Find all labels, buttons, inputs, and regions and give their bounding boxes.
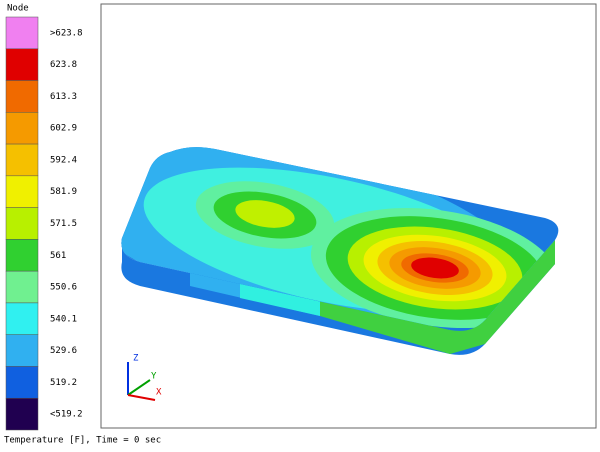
legend-swatch bbox=[6, 335, 38, 367]
axis-triad: Z Y X bbox=[128, 354, 162, 401]
legend-swatch bbox=[6, 176, 38, 208]
triad-z-label: Z bbox=[133, 354, 139, 364]
legend-swatch bbox=[6, 303, 38, 335]
caption: Temperature [F], Time = 0 sec bbox=[4, 436, 161, 446]
triad-x-label: X bbox=[156, 388, 162, 398]
legend-swatch bbox=[6, 271, 38, 303]
legend-label: <519.2 bbox=[50, 410, 83, 420]
legend-swatch bbox=[6, 366, 38, 398]
legend-swatch bbox=[6, 49, 38, 81]
legend-swatch bbox=[6, 112, 38, 144]
legend-swatch bbox=[6, 17, 38, 49]
legend-label: 602.9 bbox=[50, 124, 77, 134]
legend: >623.8 623.8 613.3 602.9 592.4 581.9 571.5 561 5… bbox=[6, 17, 83, 430]
legend-label: 550.6 bbox=[50, 283, 77, 293]
triad-y-label: Y bbox=[151, 372, 157, 382]
legend-label: 571.5 bbox=[50, 219, 77, 229]
legend-title: Node bbox=[7, 4, 29, 14]
fea-view: Node >623.8 623.8 613.3 602.9 592.4 581.9 571.… bbox=[0, 0, 600, 448]
legend-swatch bbox=[6, 144, 38, 176]
legend-swatch bbox=[6, 239, 38, 271]
legend-label: 623.8 bbox=[50, 60, 77, 70]
legend-swatch bbox=[6, 398, 38, 430]
legend-label: 540.1 bbox=[50, 314, 77, 324]
legend-swatch bbox=[6, 81, 38, 113]
plate bbox=[58, 109, 566, 361]
legend-swatch bbox=[6, 208, 38, 240]
triad-y bbox=[128, 380, 150, 395]
legend-label: >623.8 bbox=[50, 28, 83, 38]
legend-label: 519.2 bbox=[50, 378, 77, 388]
legend-label: 561 bbox=[50, 251, 66, 261]
legend-label: 592.4 bbox=[50, 155, 77, 165]
triad-x bbox=[128, 395, 155, 400]
legend-label: 581.9 bbox=[50, 187, 77, 197]
legend-label: 529.6 bbox=[50, 346, 77, 356]
legend-label: 613.3 bbox=[50, 92, 77, 102]
